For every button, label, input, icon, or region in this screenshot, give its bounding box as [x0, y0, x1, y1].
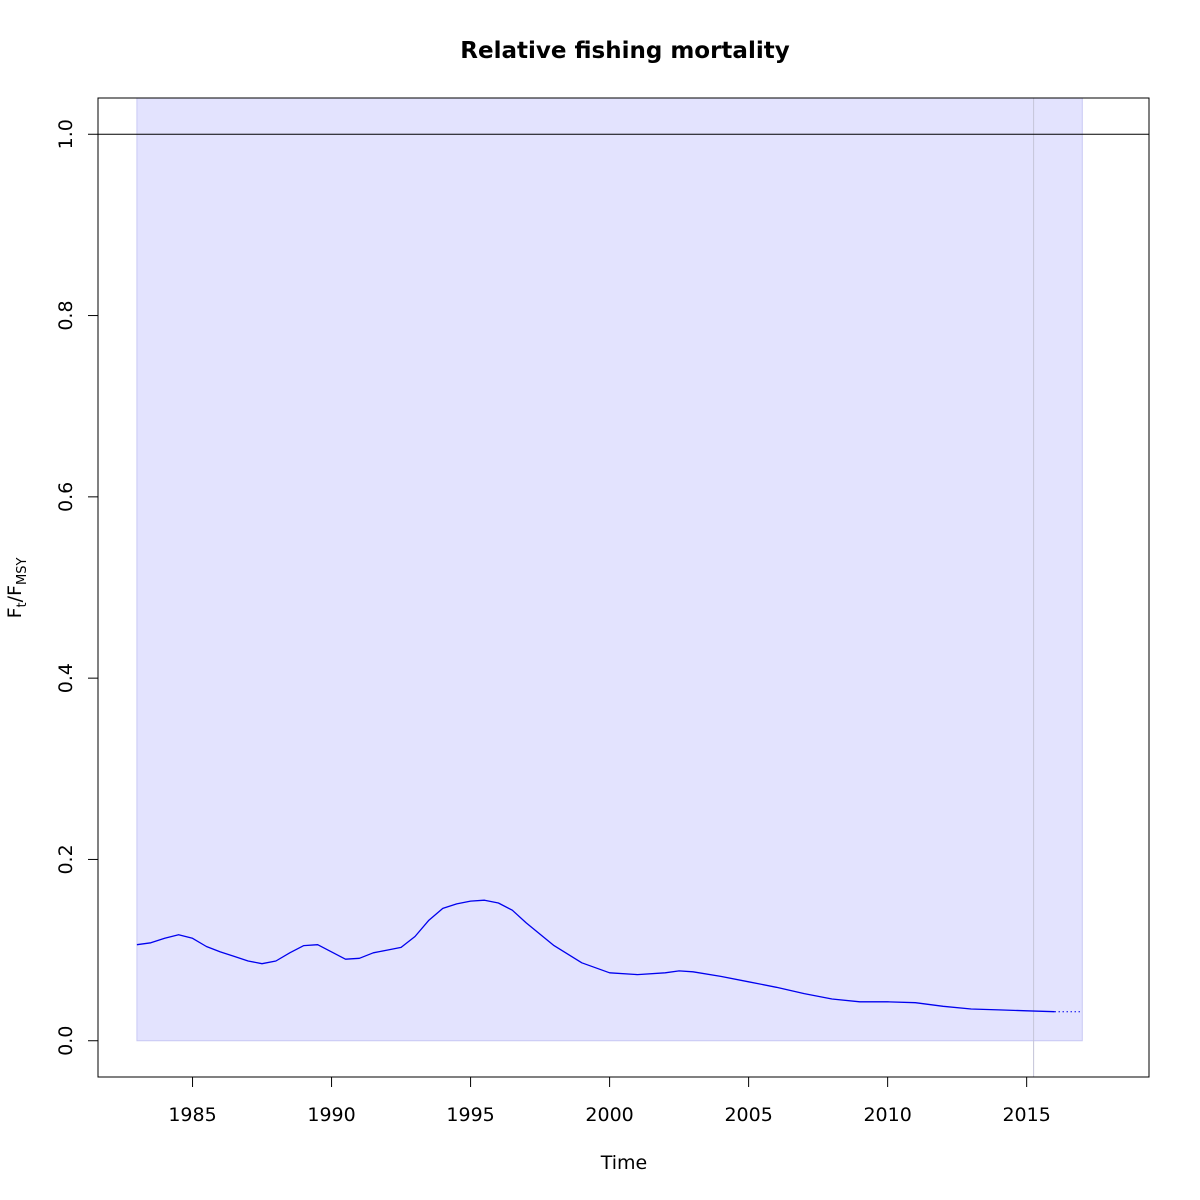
x-axis-title: Time [600, 1152, 648, 1174]
x-tick-label: 2000 [585, 1104, 633, 1126]
x-axis: 1985 1990 1995 2000 2005 2010 2015 [168, 1077, 1051, 1126]
x-tick-label: 2005 [724, 1104, 772, 1126]
y-tick-label: 0.4 [55, 663, 77, 693]
x-tick-label: 1985 [168, 1104, 216, 1126]
y-axis-title-main: F [4, 607, 26, 618]
y-tick-label: 0.8 [55, 300, 77, 330]
y-axis-title: Ft/FMSY [4, 558, 30, 619]
y-axis-title-sub2: MSY [15, 558, 30, 585]
y-axis-title-main2: F [4, 585, 26, 596]
series-line-estimate [136, 899, 1055, 1013]
y-tick-label: 0.6 [55, 482, 77, 512]
x-tick-label: 1990 [307, 1104, 355, 1126]
chart-title: Relative fishing mortality [460, 38, 789, 64]
plot-frame [97, 97, 1150, 1078]
y-tick-label: 0.2 [55, 844, 77, 874]
plot-area [98, 97, 1149, 1077]
y-tick-label: 1.0 [55, 119, 77, 149]
y-axis-title-sub1: t [15, 602, 30, 607]
y-axis-title-sep: / [4, 595, 26, 602]
x-tick-label: 2015 [1002, 1104, 1050, 1126]
y-axis: 0.0 0.2 0.4 0.6 0.8 1.0 [55, 119, 98, 1056]
x-tick-label: 1995 [446, 1104, 494, 1126]
confidence-band [136, 97, 1083, 1042]
x-tick-label: 2010 [863, 1104, 911, 1126]
y-tick-label: 0.0 [55, 1026, 77, 1056]
